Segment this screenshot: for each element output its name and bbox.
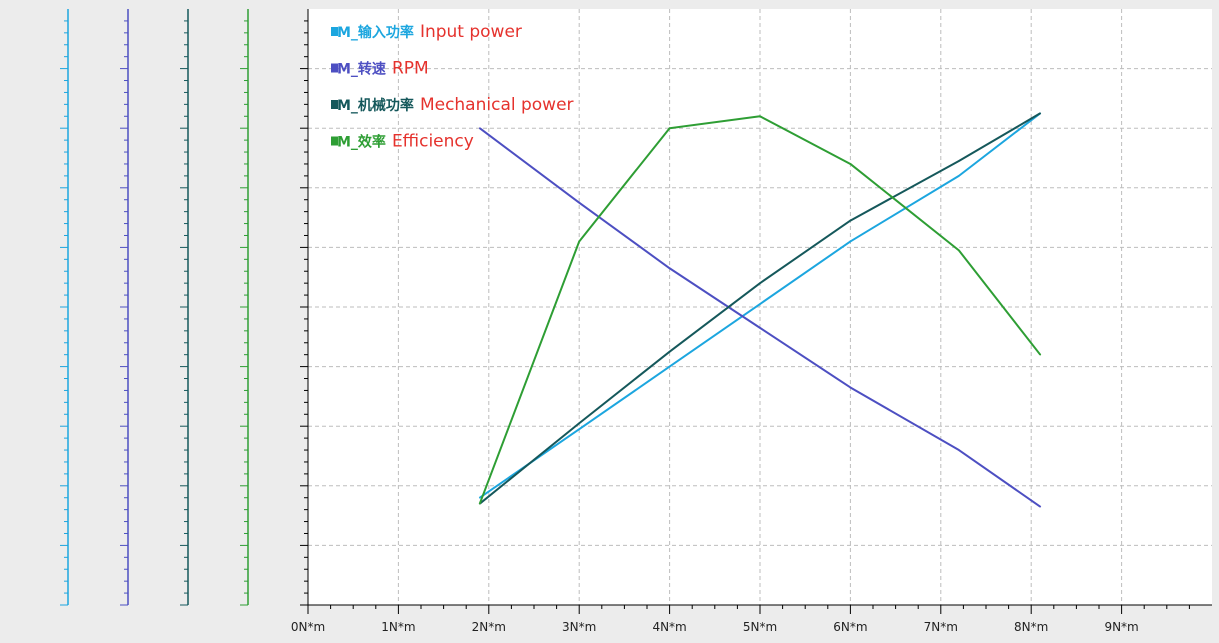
legend-swatch-eff [331,136,338,146]
x-tick-label: 3N*m [562,620,596,634]
x-tick-label: 4N*m [652,620,686,634]
series-point-rpm [578,201,580,204]
series-point-rpm [849,386,852,389]
x-tick-label: 6N*m [833,620,867,634]
series-lines [478,112,1042,508]
grid [308,9,1212,605]
series-point-rpm [759,327,761,329]
legend-swatch-mech [331,100,338,109]
legend-name-input: M_输入功率 [337,24,414,41]
x-tick-label: 2N*m [472,620,506,634]
legend-swatch-rpm [331,63,338,73]
series-point-input [478,496,481,499]
x-tick-label: 7N*m [924,620,958,634]
series-point-eff [578,240,580,243]
x-tick-label: 1N*m [381,620,415,634]
series-point-eff [1039,353,1042,356]
legend: M_输入功率 Input power M_转速 RPM M_机械功率 Mechanical… [331,22,574,152]
primary-y-axis [300,9,309,606]
series-point-eff [759,115,761,118]
series-point-input [759,303,761,305]
series-point-mech [759,282,761,284]
series-point-input [578,428,580,430]
series-point-eff [668,127,671,129]
legend-label-mech: Mechanical power [420,95,574,115]
legend-swatch-input [331,27,338,36]
series-point-input [849,240,852,243]
legend-name-rpm: M_转速 [337,61,386,78]
series-point-input [958,175,960,177]
series-point-mech [958,160,960,162]
series-point-eff [849,163,852,165]
series-point-rpm [1039,505,1042,508]
series-point-mech [1039,112,1042,115]
series-point-rpm [958,449,960,451]
series-point-rpm [478,127,481,129]
x-tick-label: 8N*m [1014,620,1048,634]
series-point-eff [958,249,960,252]
legend-name-mech: M_机械功率 [337,97,414,114]
legend-name-eff: M_效率 [337,134,386,151]
series-point-mech [849,219,852,222]
x-tick-label: 9N*m [1104,620,1138,634]
x-tick-label: 5N*m [743,620,777,634]
x-tick-label: 0N*m [291,620,325,634]
left-axes [60,9,249,606]
x-axis: 0N*m 1N*m 2N*m 3N*m 4N*m 5N*m 6N*m 7N*m 8N*m 9N*m [291,604,1212,634]
series-point-mech [668,350,671,353]
series-point-rpm [668,267,671,270]
series-point-eff [478,502,481,505]
legend-label-rpm: RPM [392,59,429,79]
series-point-input [668,365,671,368]
legend-label-eff: Efficiency [392,132,474,152]
legend-label-input: Input power [420,22,522,42]
series-point-mech [578,422,580,425]
